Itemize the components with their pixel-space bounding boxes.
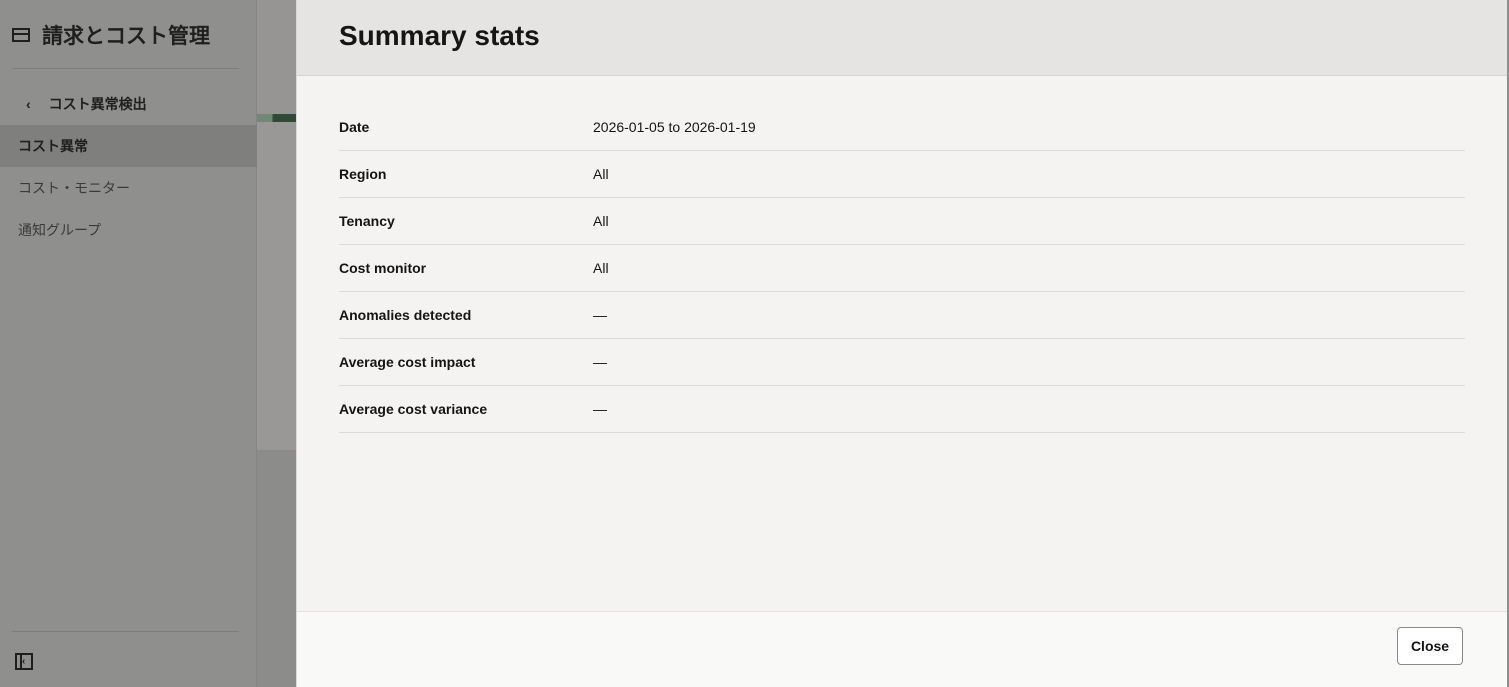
sidebar: 請求とコスト管理 ‹ コスト異常検出 コスト異常 コスト・モニター 通知グループ… bbox=[0, 0, 257, 687]
stat-value: All bbox=[593, 166, 609, 182]
back-link[interactable]: ‹ コスト異常検出 bbox=[26, 94, 147, 114]
stat-row-avg-impact: Average cost impact — bbox=[339, 339, 1465, 386]
summary-stats-drawer: Summary stats Date 2026-01-05 to 2026-01-… bbox=[296, 0, 1507, 687]
sidebar-item-label: 通知グループ bbox=[18, 222, 102, 238]
sidebar-item-cost-monitors[interactable]: コスト・モニター bbox=[0, 167, 257, 209]
stat-value: 2026-01-05 to 2026-01-19 bbox=[593, 119, 756, 135]
stat-row-tenancy: Tenancy All bbox=[339, 198, 1465, 245]
stat-label: Date bbox=[339, 119, 370, 135]
drawer-footer: Close bbox=[297, 611, 1507, 687]
stat-label: Average cost variance bbox=[339, 401, 488, 417]
stat-value: All bbox=[593, 213, 609, 229]
back-label: コスト異常検出 bbox=[48, 96, 147, 112]
stat-row-date: Date 2026-01-05 to 2026-01-19 bbox=[339, 104, 1465, 151]
stat-label: Region bbox=[339, 166, 387, 182]
divider bbox=[12, 631, 239, 632]
stat-value: — bbox=[593, 307, 607, 323]
drawer-title: Summary stats bbox=[297, 0, 1507, 76]
app-title: 請求とコスト管理 bbox=[12, 20, 210, 50]
stat-label: Cost monitor bbox=[339, 260, 427, 276]
billing-icon bbox=[12, 28, 30, 42]
stat-value: All bbox=[593, 260, 609, 276]
stat-label: Anomalies detected bbox=[339, 307, 472, 323]
sidebar-item-label: コスト・モニター bbox=[18, 180, 130, 196]
stat-value: — bbox=[593, 354, 607, 370]
stat-row-anomalies: Anomalies detected — bbox=[339, 292, 1465, 339]
collapse-sidebar-icon[interactable]: ‹ bbox=[15, 653, 33, 670]
stats-list: Date 2026-01-05 to 2026-01-19 Region All T… bbox=[339, 104, 1465, 433]
stat-label: Average cost impact bbox=[339, 354, 476, 370]
sidebar-item-cost-anomalies[interactable]: コスト異常 bbox=[0, 125, 257, 167]
sidebar-item-notification-groups[interactable]: 通知グループ bbox=[0, 209, 257, 251]
stat-row-region: Region All bbox=[339, 151, 1465, 198]
close-button[interactable]: Close bbox=[1397, 627, 1463, 665]
app-title-text: 請求とコスト管理 bbox=[42, 25, 210, 48]
chevron-left-icon: ‹ bbox=[26, 96, 31, 112]
stat-row-avg-variance: Average cost variance — bbox=[339, 386, 1465, 433]
background-content bbox=[257, 0, 296, 687]
stat-value: — bbox=[593, 401, 607, 417]
divider bbox=[12, 68, 239, 69]
stat-label: Tenancy bbox=[339, 213, 395, 229]
sidebar-item-label: コスト異常 bbox=[18, 138, 88, 154]
stat-row-cost-monitor: Cost monitor All bbox=[339, 245, 1465, 292]
